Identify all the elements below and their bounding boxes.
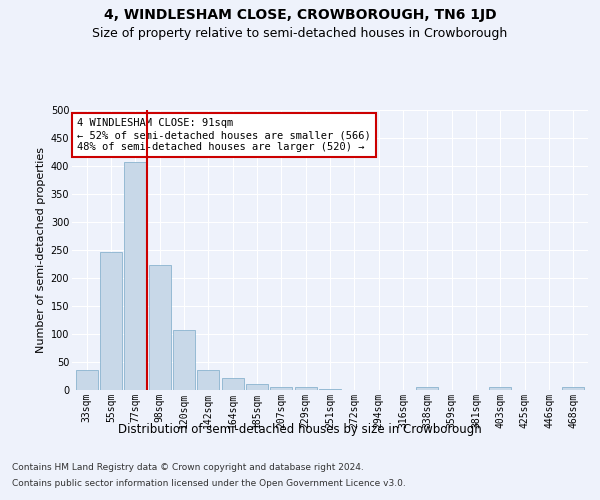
Bar: [100, 252, 122, 390]
Bar: [197, 370, 219, 390]
Text: 4, WINDLESHAM CLOSE, CROWBOROUGH, TN6 1JD: 4, WINDLESHAM CLOSE, CROWBOROUGH, TN6 1J…: [104, 8, 496, 22]
Bar: [562, 387, 584, 390]
Bar: [490, 387, 511, 390]
Text: Contains public sector information licensed under the Open Government Licence v3: Contains public sector information licen…: [12, 479, 406, 488]
Y-axis label: Number of semi-detached properties: Number of semi-detached properties: [37, 147, 46, 353]
Bar: [416, 387, 439, 390]
Text: Contains HM Land Registry data © Crown copyright and database right 2024.: Contains HM Land Registry data © Crown c…: [12, 462, 364, 471]
Bar: [149, 264, 170, 390]
Text: Size of property relative to semi-detached houses in Crowborough: Size of property relative to semi-detach…: [92, 28, 508, 40]
Bar: [271, 386, 292, 390]
Text: Distribution of semi-detached houses by size in Crowborough: Distribution of semi-detached houses by …: [118, 422, 482, 436]
Bar: [173, 330, 195, 390]
Bar: [246, 384, 268, 390]
Bar: [221, 378, 244, 390]
Bar: [76, 370, 98, 390]
Bar: [124, 162, 146, 390]
Bar: [295, 387, 317, 390]
Text: 4 WINDLESHAM CLOSE: 91sqm
← 52% of semi-detached houses are smaller (566)
48% of: 4 WINDLESHAM CLOSE: 91sqm ← 52% of semi-…: [77, 118, 371, 152]
